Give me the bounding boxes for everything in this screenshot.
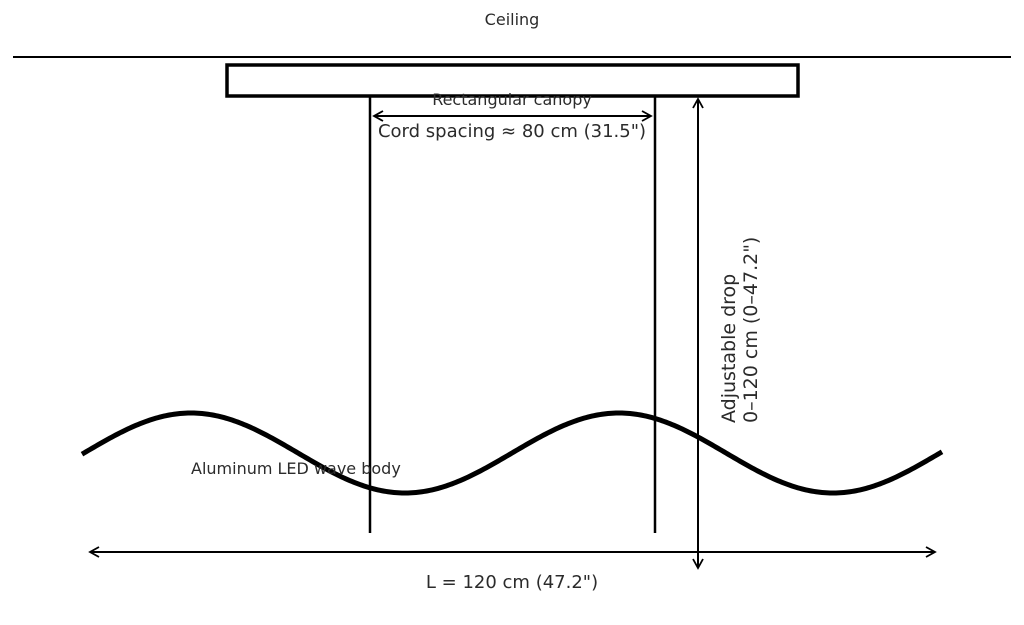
cord-spacing-label: Cord spacing ≈ 80 cm (31.5") (378, 121, 646, 142)
led-wave-body (80, 410, 944, 496)
wave-body-label: Aluminum LED wave body (191, 459, 401, 478)
canopy (225, 63, 800, 98)
drop-label: Adjustable drop 0–120 cm (0–47.2") (718, 237, 762, 423)
ceiling-label: Ceiling (485, 10, 540, 29)
drop-label-line2: 0–120 cm (0–47.2") (740, 237, 762, 423)
drop-label-line1: Adjustable drop (718, 274, 740, 423)
canopy-label: Rectangular canopy (432, 90, 592, 109)
length-label: L = 120 cm (47.2") (426, 572, 598, 593)
